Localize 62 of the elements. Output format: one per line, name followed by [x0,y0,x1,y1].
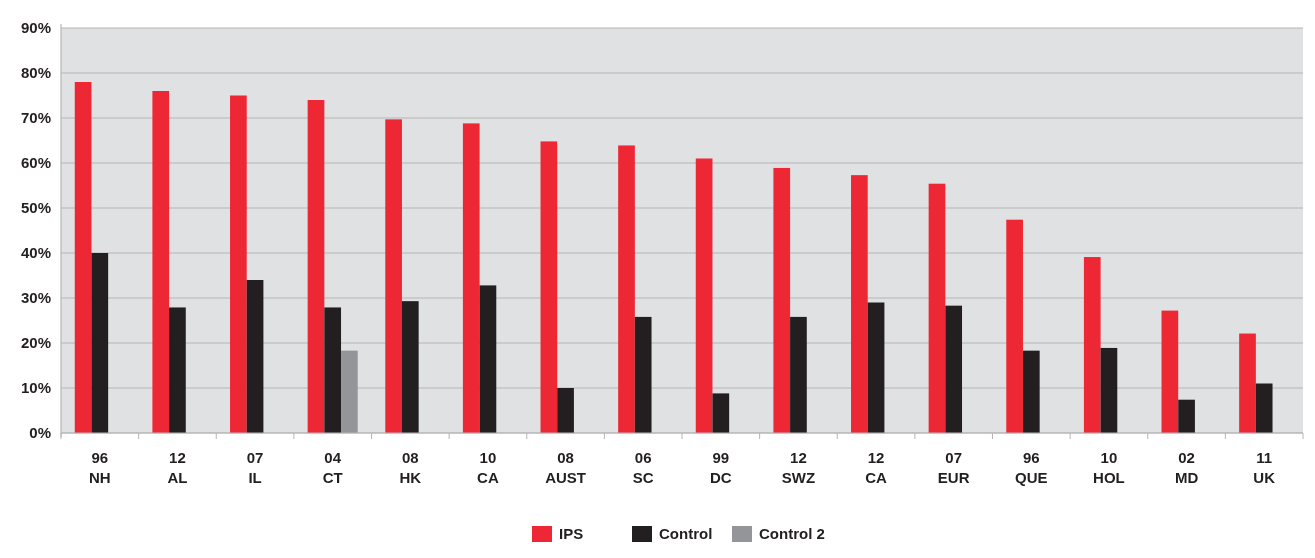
x-tick-label: 07 IL [246,449,264,486]
bar [618,145,635,433]
bar [462,123,480,433]
y-tick-label: 90% [20,19,51,37]
bar [324,307,342,433]
y-tick-label: 10% [20,379,51,397]
x-tick-label: 10 CA [477,449,499,486]
bar [169,307,186,433]
bar [1022,350,1040,433]
bar [790,316,807,433]
x-tick-label: 96 QUE [1015,449,1048,486]
bar [246,280,264,433]
bar [1083,257,1101,433]
bar [1239,333,1256,433]
x-tick-label: 12 AL [167,449,188,486]
x-tick-label: 11 UK [1253,449,1276,486]
bar [307,100,325,433]
y-tick-label: 40% [20,244,51,262]
legend-label: IPS [559,525,584,543]
bar [1178,399,1195,433]
y-tick-label: 50% [20,199,51,217]
bar [385,119,402,433]
bar [851,175,868,433]
bar [695,158,713,433]
bar [1255,383,1273,433]
y-tick-label: 20% [20,334,51,352]
bar [1161,310,1179,433]
bar [867,302,885,433]
bar [540,141,558,433]
bar [479,285,497,433]
bar [928,183,946,433]
bar [152,91,170,433]
bar [230,95,247,433]
y-tick-label: 60% [20,154,51,172]
x-tick-label: 99 DC [709,449,732,486]
bar [1100,347,1118,433]
x-tick-label: 12 CA [865,449,888,486]
bar [773,167,791,433]
y-tick-label: 30% [20,289,51,307]
x-tick-label: 08 HK [399,449,422,486]
bar [74,82,92,433]
x-tick-label: 04 CT [322,449,343,486]
bar [557,388,574,433]
y-tick-label: 80% [20,64,51,82]
x-tick-label: 10 HOL [1093,449,1125,486]
legend-label: Control [659,525,713,543]
bar [945,305,963,433]
x-tick-label: 06 SC [632,449,654,486]
x-tick-label: 96 NH [88,449,111,486]
bar [91,253,109,433]
bar [1006,219,1023,433]
bar [401,301,419,433]
x-tick-label: 08 AUST [545,449,586,486]
bar [634,316,652,433]
y-tick-label: 0% [29,424,51,442]
x-tick-label: 02 MD [1174,449,1199,486]
x-tick-label: 12 SWZ [781,449,816,486]
bar [712,393,730,433]
bar [341,350,358,433]
y-tick-label: 70% [20,109,51,127]
x-tick-label: 07 EUR [937,449,970,486]
legend-label: Control 2 [759,525,825,543]
